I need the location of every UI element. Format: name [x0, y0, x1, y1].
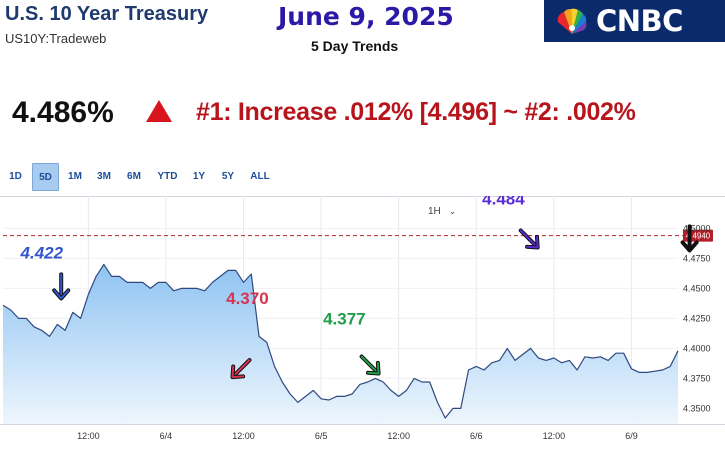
- x-tick-label: 6/6: [470, 431, 483, 441]
- range-tab-3m[interactable]: 3M: [97, 171, 111, 182]
- x-tick-label: 6/9: [625, 431, 638, 441]
- interval-label: 1H: [428, 206, 441, 217]
- reference-label: 4.4940: [686, 232, 711, 241]
- range-tab-6m[interactable]: 6M: [127, 171, 141, 182]
- x-tick-label: 12:00: [232, 431, 255, 441]
- range-tab-ytd[interactable]: YTD: [157, 171, 178, 182]
- y-tick-label: 4.4500: [683, 283, 711, 293]
- y-tick-label: 4.4250: [683, 313, 711, 323]
- annotation-label: 4.370: [226, 289, 269, 308]
- instrument-symbol: US10Y:Tradeweb: [5, 31, 107, 46]
- reference-layer: 4.4940: [3, 229, 713, 242]
- price-value: 4.486%: [12, 96, 114, 129]
- yield-chart: 4.4940 12:00 6/4 12:00 6/5 12:00 6/6 12:00 6/9 4…: [0, 196, 725, 441]
- cnbc-wordmark: CNBC: [596, 4, 683, 38]
- series-area: [3, 264, 678, 424]
- x-tick-label: 6/4: [160, 431, 173, 441]
- chart-axes: 12:00 6/4 12:00 6/5 12:00 6/6 12:00 6/9 4.3500 4.…: [77, 223, 710, 441]
- range-tab-1m[interactable]: 1M: [68, 171, 82, 182]
- trend-summary: #1: Increase .012% [4.496] ~ #2: .002%: [196, 98, 636, 126]
- peacock-icon: [557, 8, 587, 34]
- range-tab-1y[interactable]: 1Y: [192, 171, 206, 182]
- annotation-label: 4.422: [20, 243, 64, 262]
- headline-date: June 9, 2025: [278, 2, 454, 31]
- y-tick-label: 4.5000: [683, 223, 711, 233]
- x-tick-label: 12:00: [387, 431, 410, 441]
- y-tick-label: 4.4750: [683, 253, 711, 263]
- down-right-arrow-icon: [359, 354, 381, 376]
- annotation-label: 4.377: [323, 309, 366, 328]
- range-tabs: 1D 5D 1M 3M 6M YTD 1Y 5Y ALL: [0, 162, 278, 192]
- x-tick-label: 12:00: [543, 431, 566, 441]
- range-tab-1d[interactable]: 1D: [9, 171, 22, 182]
- interval-selector[interactable]: 1H ⌄: [428, 206, 456, 217]
- range-tab-5d[interactable]: 5D: [32, 163, 59, 191]
- chart-series: [2, 263, 679, 424]
- cnbc-logo: CNBC: [544, 0, 725, 42]
- range-tab-all[interactable]: ALL: [250, 171, 270, 182]
- instrument-title: U.S. 10 Year Treasury: [5, 3, 209, 25]
- down-right-arrow-icon: [518, 228, 540, 250]
- range-tab-5y[interactable]: 5Y: [221, 171, 235, 182]
- y-tick-label: 4.3750: [683, 373, 711, 383]
- down-arrow-icon: [680, 224, 699, 253]
- up-triangle-icon: [146, 100, 172, 122]
- y-tick-label: 4.3500: [683, 403, 711, 413]
- down-arrow-icon: [52, 272, 71, 301]
- x-tick-label: 6/5: [315, 431, 328, 441]
- down-left-arrow-icon: [230, 358, 252, 380]
- y-tick-label: 4.4000: [683, 343, 711, 353]
- annotation-label: 4.484: [482, 196, 525, 208]
- x-tick-label: 12:00: [77, 431, 100, 441]
- chevron-down-icon: ⌄: [448, 206, 457, 216]
- headline-subtitle: 5 Day Trends: [311, 38, 399, 54]
- series-line: [2, 263, 679, 419]
